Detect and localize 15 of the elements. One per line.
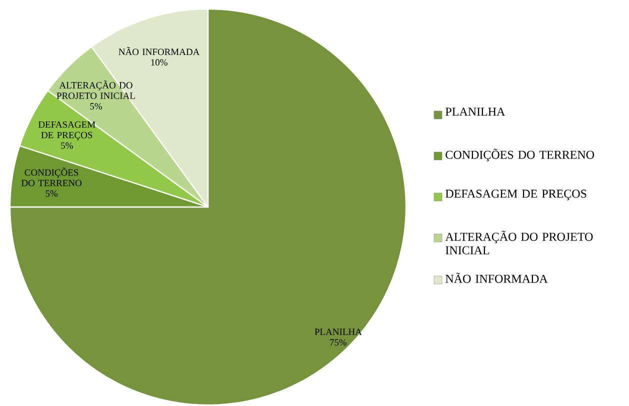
slice-label: ALTERAÇÃO DO PROJETO INICIAL	[56, 80, 135, 100]
slice-label: DEFASAGEM DE PREÇOS	[38, 122, 96, 140]
data-label: 5%	[61, 142, 73, 149]
legend-label: PLANILHA	[446, 108, 506, 116]
data-label: 5%	[46, 190, 58, 197]
data-label: 5%	[90, 103, 102, 110]
slice-label: CONDIÇÕES DO TERRENO	[21, 168, 82, 186]
legend-label: ALTERAÇÃO DO PROJETO INICIAL	[445, 230, 593, 255]
legend-label: DEFASAGEM DE PREÇOS	[446, 190, 586, 200]
legend-label: NÃO INFORMADA	[446, 272, 548, 284]
slice-label: PLANILHA	[314, 328, 362, 336]
data-label: 10%	[151, 59, 168, 66]
data-label: 75%	[330, 339, 347, 346]
legend-label: CONDIÇÕES DO TERRENO	[446, 148, 594, 162]
slice-label: NÃO INFORMADA	[118, 47, 200, 56]
